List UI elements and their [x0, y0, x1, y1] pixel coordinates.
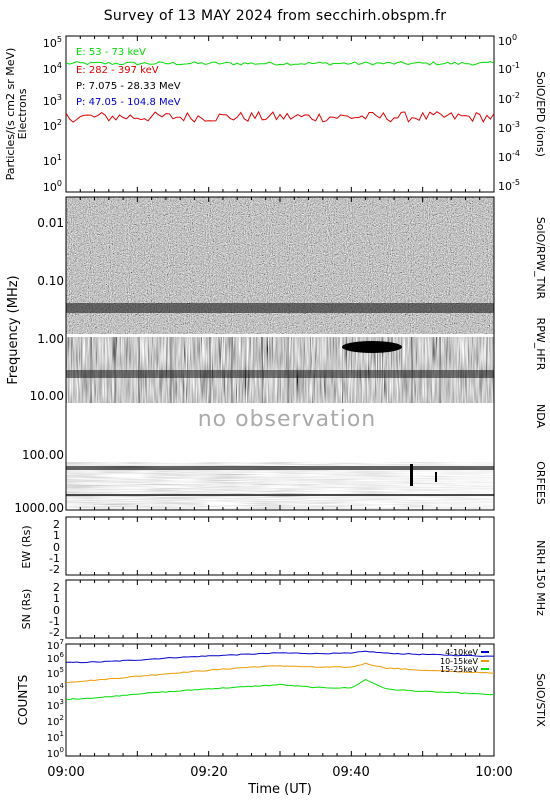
- no-observation-text: no observation: [198, 407, 377, 432]
- radio-y-tick-label: 0.10: [37, 274, 64, 288]
- epd-y-axis-label: Particles/(s cm2 sr MeV): [4, 48, 17, 181]
- radio-y-tick-label: 1000.00: [14, 501, 64, 515]
- stix-panel-frame: [65, 643, 495, 757]
- epd-y-tick-label: 105: [43, 35, 62, 50]
- stix-y-tick-label: 100: [47, 746, 64, 760]
- x-tick-label: 09:40: [332, 765, 369, 780]
- nrh-right-label: NRH 150 MHz: [534, 540, 547, 616]
- x-tick-label: 09:20: [190, 765, 227, 780]
- nrh-ew-tick-label: 0: [53, 541, 60, 554]
- figure-title: Survey of 13 MAY 2024 from secchirh.obsp…: [103, 8, 447, 24]
- x-tick-label: 10:00: [475, 765, 512, 780]
- rpw-tnr-dark-band: [66, 303, 494, 313]
- epd-yright-tick-label: 100: [498, 33, 517, 48]
- nrh-ew-y-axis-label: EW (Rs): [20, 525, 33, 568]
- nrh-ew-y-ticks: 2 1 0 -1 -2: [49, 518, 60, 576]
- epd-yright-tick-label: 10-5: [498, 178, 520, 193]
- nrh-sn-tick-label: -1: [49, 615, 60, 628]
- rpw-hfr-segments: [90, 337, 441, 403]
- nrh-sn-tick-label: -2: [49, 626, 60, 639]
- rpw-hfr-burst: [342, 341, 402, 353]
- rpw-tnr-spectrogram: [66, 197, 494, 337]
- stix-y-axis-label: COUNTS: [16, 675, 30, 726]
- epd-y-tick-label: 100: [43, 179, 62, 194]
- epd-y-tick-label: 101: [43, 153, 62, 168]
- epd-legend: E: 53 - 73 keV E: 282 - 397 keV P: 7.075…: [76, 47, 181, 108]
- stix-series: [65, 650, 495, 701]
- nrh-ew-tick-label: 2: [53, 518, 60, 531]
- radio-y-tick-label: 100.00: [22, 448, 64, 462]
- stix-y-tick-label: 106: [47, 651, 65, 665]
- nrh-sn-y-ticks: 2 1 0 -1 -2: [49, 581, 60, 639]
- orfees-dark-row: [66, 494, 494, 496]
- stix-y-tick-label: 104: [47, 682, 65, 696]
- nrh-ew-panel-frame: [65, 516, 495, 576]
- epd-yright-tick-label: 10-4: [498, 149, 520, 164]
- stix-series-line: [65, 662, 495, 684]
- radio-spectrogram: no observation: [65, 196, 495, 511]
- nrh-ew-tick-label: -2: [49, 563, 60, 576]
- epd-legend-entry: E: 53 - 73 keV: [76, 47, 146, 58]
- stix-y-tick-label: 107: [47, 638, 64, 652]
- epd-yright-tick-label: 10-3: [498, 120, 520, 135]
- instrument-label-rpw-hfr: RPW_HFR: [534, 318, 547, 371]
- stix-legend-entry: 10-15keV: [440, 657, 479, 666]
- stix-y-tick-label: 102: [47, 714, 64, 728]
- stix-legend: 4-10keV 10-15keV 15-25keV: [440, 648, 489, 674]
- stix-y-tick-label: 103: [47, 698, 64, 712]
- epd-y-tick-label: 102: [43, 118, 62, 133]
- radio-y-tick-label: 1.00: [37, 332, 64, 346]
- epd-series-line: [65, 61, 495, 66]
- nrh-sn-y-axis-label: SN (Rs): [20, 589, 33, 630]
- x-axis-label: Time (UT): [247, 782, 312, 797]
- instrument-label-nda: NDA: [534, 404, 547, 429]
- nrh-ew-tick-label: 1: [53, 529, 60, 542]
- x-tick-label: 09:00: [47, 765, 84, 780]
- radio-y-tick-label: 10.00: [30, 389, 64, 403]
- stix-y-tick-label: 101: [47, 730, 64, 744]
- nrh-sn-panel-frame: [65, 579, 495, 639]
- stix-series-line: [65, 679, 495, 701]
- instrument-label-rpw-tnr: SolO/RPW_TNR: [534, 217, 547, 300]
- epd-yright-tick-label: 10-2: [498, 91, 520, 106]
- epd-y-axis-label-electrons: Electrons: [16, 88, 29, 139]
- radio-y-ticks: 0.01 0.10 1.00 10.00 100.00 1000.00: [14, 216, 64, 515]
- stix-series-line: [65, 650, 494, 664]
- stix-y-ticks: 100 101 102 103 104 105 106 107: [47, 638, 65, 760]
- time-ticks: [65, 36, 495, 756]
- epd-series-line: [65, 110, 495, 123]
- orfees-dark-row: [66, 466, 494, 470]
- rpw-tnr-gap: [66, 334, 494, 337]
- orfees-burst: [435, 472, 437, 482]
- orfees-burst: [410, 464, 413, 486]
- instrument-label-orfees: ORFEES: [534, 461, 547, 505]
- stix-legend-entry: 4-10keV: [445, 648, 478, 657]
- stix-right-label: SolO/STIX: [534, 673, 547, 727]
- epd-right-label: SolO/EPD (ions): [534, 71, 547, 157]
- stix-y-tick-label: 105: [47, 666, 64, 680]
- nrh-sn-tick-label: 0: [53, 604, 60, 617]
- epd-y-tick-label: 103: [43, 93, 62, 108]
- rpw-hfr-dark-band: [66, 370, 494, 378]
- epd-yright-tick-label: 10-1: [498, 61, 520, 76]
- epd-y-tick-label: 104: [43, 61, 62, 76]
- epd-legend-entry: P: 47.05 - 104.8 MeV: [76, 97, 181, 108]
- radio-y-tick-label: 0.01: [37, 216, 64, 230]
- stix-legend-entry: 15-25keV: [440, 665, 479, 674]
- epd-series: [65, 61, 495, 123]
- epd-legend-entry: P: 7.075 - 28.33 MeV: [76, 81, 181, 92]
- x-tick-labels: 09:00 09:20 09:40 10:00: [47, 765, 512, 780]
- nrh-ew-tick-label: -1: [49, 552, 60, 565]
- nrh-sn-tick-label: 1: [53, 592, 60, 605]
- nda-no-observation-area: [66, 403, 494, 461]
- radio-y-axis-label: Frequency (MHz): [6, 275, 21, 384]
- nrh-sn-tick-label: 2: [53, 581, 60, 594]
- epd-legend-entry: E: 282 - 397 keV: [76, 65, 159, 76]
